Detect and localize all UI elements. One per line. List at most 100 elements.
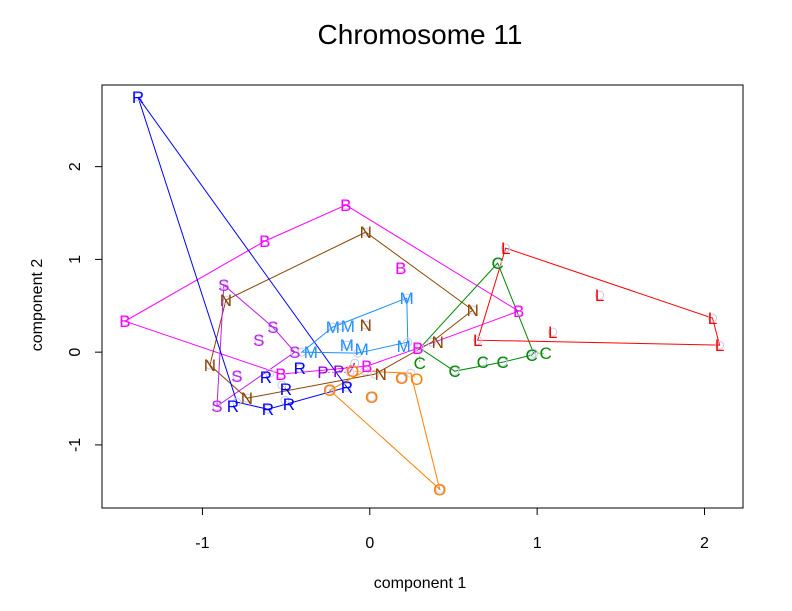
point-marker [435, 484, 445, 494]
point-label-O: O [346, 362, 359, 381]
point-label-N: N [241, 389, 253, 408]
label-leader-line [357, 348, 362, 354]
point-label-B: B [259, 232, 270, 251]
point-label-O: O [410, 370, 423, 389]
point-marker [361, 320, 371, 330]
point-label-R: R [280, 380, 292, 399]
label-leader-line [338, 362, 355, 372]
point-marker [120, 316, 130, 326]
x-axis-label: component 1 [374, 575, 467, 592]
point-marker [265, 368, 275, 378]
point-marker [708, 313, 718, 323]
point-marker [360, 366, 370, 376]
point-marker [527, 350, 537, 360]
point-marker [276, 369, 286, 379]
point-marker [290, 347, 300, 357]
point-label-B: B [395, 259, 406, 278]
point-marker [715, 340, 725, 350]
point-marker [342, 382, 352, 392]
label-leader-line [403, 341, 408, 347]
point-label-R: R [341, 378, 353, 397]
point-marker [221, 295, 231, 305]
point-label-R: R [262, 400, 274, 419]
point-marker [242, 393, 252, 403]
x-tick-label: 0 [365, 535, 374, 552]
point-marker [548, 327, 558, 337]
point-label-P: P [333, 362, 344, 381]
point-marker [280, 395, 290, 405]
point-marker [350, 358, 360, 368]
point-label-C: C [414, 354, 426, 373]
point-label-C: C [477, 353, 489, 372]
point-marker [345, 367, 355, 377]
chart-title: Chromosome 11 [318, 19, 523, 50]
point-label-S: S [231, 367, 242, 386]
hull-B [123, 204, 520, 375]
point-marker [205, 360, 215, 370]
point-marker [232, 397, 242, 407]
point-label-R: R [294, 359, 306, 378]
point-label-N: N [467, 301, 479, 320]
point-label-M: M [400, 289, 414, 308]
point-label-N: N [360, 316, 372, 335]
point-label-L: L [595, 286, 604, 305]
point-marker [342, 340, 352, 350]
point-marker [427, 337, 437, 347]
point-marker [341, 200, 351, 210]
point-marker [498, 357, 508, 367]
hull-L [477, 247, 721, 346]
point-marker [514, 306, 524, 316]
hull-M [300, 297, 409, 354]
point-marker [396, 263, 406, 273]
point-marker [415, 343, 425, 353]
point-marker [493, 258, 503, 268]
point-marker [297, 347, 307, 357]
point-label-C: C [525, 346, 537, 365]
point-marker [325, 385, 335, 395]
point-label-C: C [448, 362, 460, 381]
hull-C [419, 262, 535, 372]
point-marker [468, 305, 478, 315]
point-label-B: B [340, 196, 351, 215]
point-label-O: O [323, 381, 336, 400]
hull-R [137, 96, 348, 410]
point-label-L: L [473, 331, 482, 350]
point-label-M: M [397, 337, 411, 356]
point-label-S: S [289, 343, 300, 362]
point-label-C: C [539, 344, 551, 363]
point-marker [362, 361, 372, 371]
x-tick-label: 1 [533, 535, 542, 552]
point-marker [353, 348, 363, 358]
y-tick-label: 2 [67, 162, 84, 171]
point-label-N: N [375, 365, 387, 384]
point-label-S: S [267, 318, 278, 337]
y-tick-label: 1 [67, 255, 84, 264]
point-marker [133, 92, 143, 102]
point-label-N: N [360, 223, 372, 242]
point-marker [367, 392, 377, 402]
point-label-S: S [253, 331, 264, 350]
point-label-B: B [513, 302, 524, 321]
point-label-O: O [395, 369, 408, 388]
point-marker [478, 357, 488, 367]
label-leader-line [281, 384, 287, 390]
point-label-R: R [283, 395, 295, 414]
point-marker [406, 368, 416, 378]
point-label-O: O [365, 388, 378, 407]
point-label-M: M [326, 318, 340, 337]
point-marker [529, 348, 539, 358]
point-label-L: L [708, 309, 717, 328]
point-label-B: B [275, 365, 286, 384]
point-marker [501, 243, 511, 253]
x-tick-label: 2 [700, 535, 709, 552]
point-marker [370, 369, 380, 379]
x-tick-label: -1 [195, 535, 209, 552]
point-label-M: M [304, 343, 318, 362]
point-marker [268, 322, 278, 332]
hull-S [216, 284, 296, 408]
label-leader-line [265, 373, 271, 378]
point-label-B: B [361, 357, 372, 376]
point-label-N: N [432, 333, 444, 352]
point-marker [450, 366, 460, 376]
